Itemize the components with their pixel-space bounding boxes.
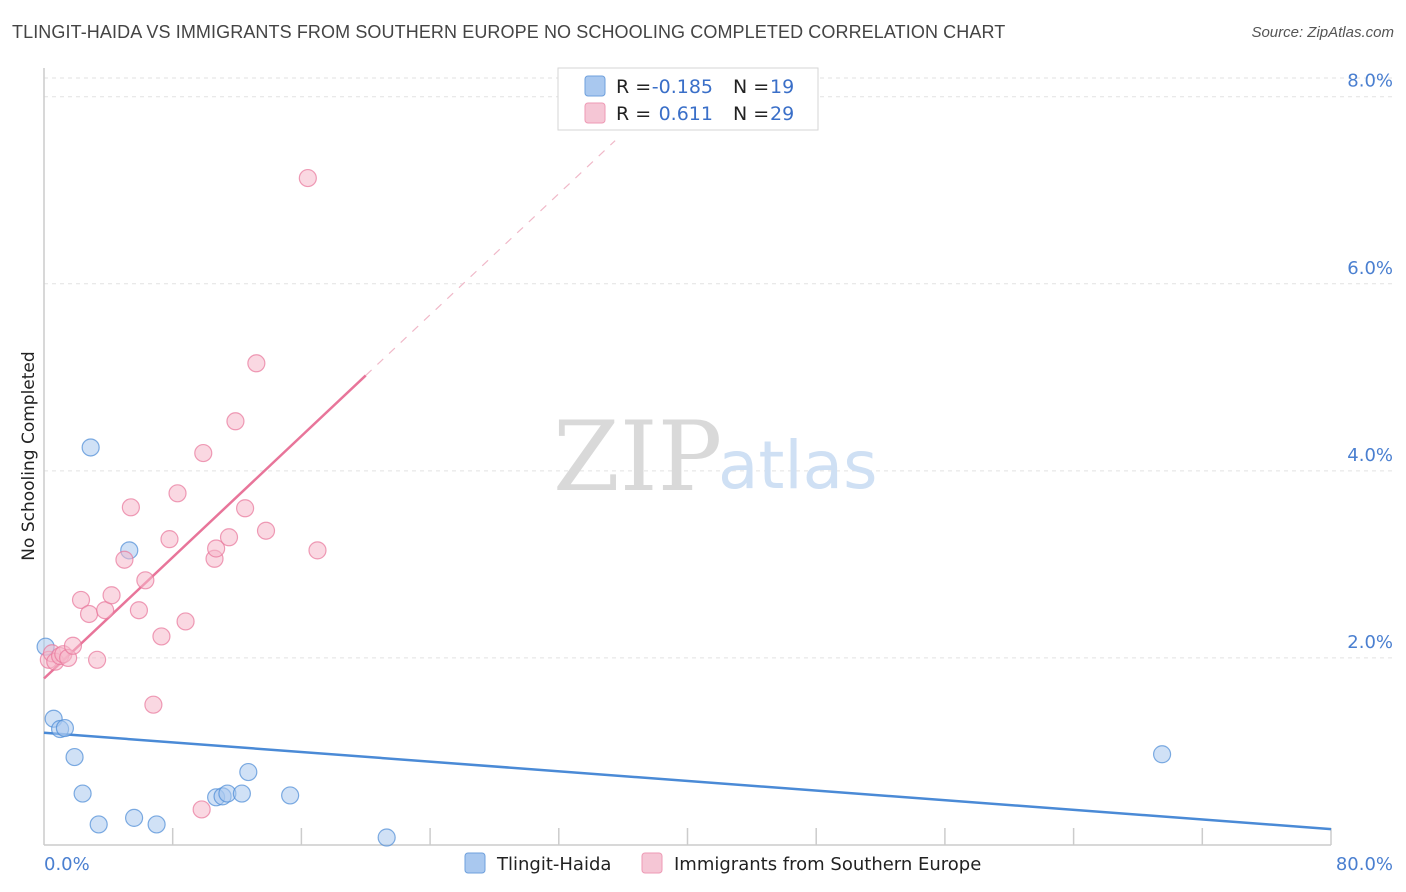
legend-r-value-2: 0.611 bbox=[659, 103, 713, 125]
point-southern-europe bbox=[87, 650, 107, 669]
point-southern-europe bbox=[298, 168, 317, 188]
trend-line-extension bbox=[365, 140, 616, 376]
data-points bbox=[36, 168, 1172, 847]
bottom-legend-swatch-tlingit bbox=[464, 852, 486, 874]
trend-lines bbox=[43, 140, 1332, 831]
point-southern-europe bbox=[219, 528, 239, 547]
point-southern-europe bbox=[115, 550, 134, 569]
legend-r-value-1: -0.185 bbox=[652, 76, 713, 98]
legend-swatch-southern-europe bbox=[584, 102, 606, 124]
bottom-legend-label-tlingit: Tlingit-Haida bbox=[496, 854, 611, 875]
x-axis-ticks bbox=[171, 828, 1332, 845]
bottom-legend-swatch-southern-europe bbox=[641, 852, 663, 874]
point-southern-europe bbox=[308, 541, 327, 560]
point-southern-europe bbox=[144, 695, 163, 714]
point-southern-europe bbox=[247, 354, 266, 373]
legend-r-label-2: R = bbox=[616, 103, 651, 125]
point-southern-europe bbox=[168, 484, 187, 503]
point-tlingit-haida bbox=[89, 815, 108, 834]
point-tlingit-haida bbox=[1152, 745, 1172, 764]
point-southern-europe bbox=[129, 601, 149, 620]
y-tick-label: 6.0% bbox=[1347, 258, 1393, 279]
point-southern-europe bbox=[121, 498, 140, 517]
legend-r-label-1: R = bbox=[616, 76, 651, 98]
point-southern-europe bbox=[192, 800, 211, 819]
point-southern-europe bbox=[235, 499, 255, 518]
point-tlingit-haida bbox=[81, 438, 100, 457]
grid-lines bbox=[44, 77, 1392, 659]
y-tick-label: 2.0% bbox=[1347, 632, 1393, 653]
chart-title: TLINGIT-HAIDA VS IMMIGRANTS FROM SOUTHER… bbox=[12, 22, 1006, 42]
point-tlingit-haida bbox=[73, 784, 92, 803]
point-southern-europe bbox=[102, 586, 121, 605]
legend-box: R = -0.185 N = 19 R = 0.611 N = 29 bbox=[557, 67, 819, 131]
point-tlingit-haida bbox=[281, 786, 300, 805]
watermark-zip: ZIP bbox=[553, 401, 722, 513]
y-tick-label: 8.0% bbox=[1347, 71, 1393, 92]
y-tick-labels: 2.0% 4.0% 6.0% 8.0% bbox=[1347, 71, 1393, 653]
point-southern-europe bbox=[176, 612, 195, 631]
point-southern-europe bbox=[63, 636, 83, 655]
point-tlingit-haida bbox=[147, 815, 166, 834]
trend-line-tlingit-haida bbox=[43, 731, 1332, 831]
source-credit: Source: ZipAtlas.com bbox=[1251, 24, 1394, 41]
bottom-legend: Tlingit-Haida Immigrants from Southern E… bbox=[464, 852, 981, 875]
point-southern-europe bbox=[136, 571, 155, 590]
point-tlingit-haida bbox=[239, 762, 258, 782]
y-axis-label: No Schooling Completed bbox=[19, 351, 39, 560]
point-southern-europe bbox=[71, 590, 91, 610]
x-tick-label-min: 0.0% bbox=[44, 854, 90, 875]
point-southern-europe bbox=[79, 604, 99, 624]
point-southern-europe bbox=[226, 412, 245, 431]
legend-n-value-2: 29 bbox=[770, 103, 794, 125]
point-southern-europe bbox=[207, 539, 226, 558]
bottom-legend-label-southern-europe: Immigrants from Southern Europe bbox=[674, 854, 981, 875]
point-southern-europe bbox=[96, 601, 115, 620]
point-tlingit-haida bbox=[232, 784, 251, 803]
legend-swatch-tlingit bbox=[584, 75, 606, 97]
trend-line-southern-europe bbox=[43, 374, 367, 680]
legend-n-label-1: N = bbox=[733, 76, 769, 98]
point-southern-europe bbox=[194, 443, 213, 463]
legend-n-label-2: N = bbox=[733, 103, 769, 125]
point-tlingit-haida bbox=[124, 808, 144, 827]
y-tick-label: 4.0% bbox=[1347, 445, 1393, 466]
watermark-atlas: atlas bbox=[718, 427, 878, 504]
x-tick-label-max: 80.0% bbox=[1336, 854, 1393, 875]
legend-n-value-1: 19 bbox=[770, 76, 794, 98]
point-tlingit-haida bbox=[377, 828, 396, 847]
point-tlingit-haida bbox=[55, 718, 75, 738]
point-southern-europe bbox=[256, 521, 276, 540]
point-southern-europe bbox=[160, 530, 179, 549]
point-tlingit-haida bbox=[65, 747, 84, 767]
point-southern-europe bbox=[152, 627, 171, 646]
